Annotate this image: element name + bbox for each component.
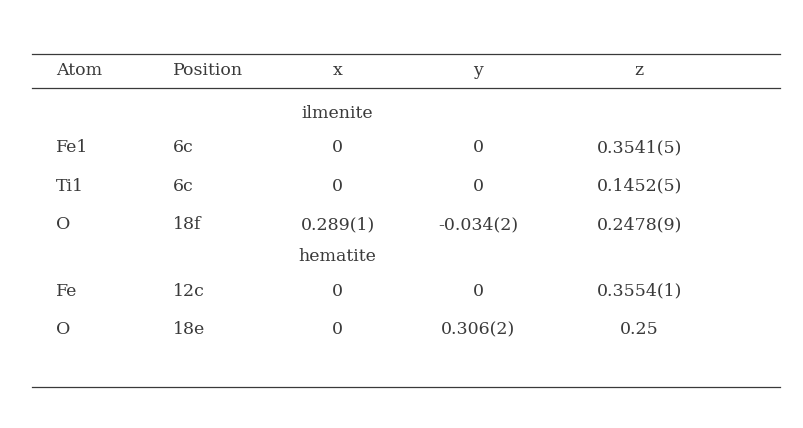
Text: 6c: 6c: [173, 139, 194, 156]
Text: 0: 0: [332, 139, 343, 156]
Text: 0.306(2): 0.306(2): [441, 321, 515, 338]
Text: 0: 0: [332, 282, 343, 300]
Text: Atom: Atom: [56, 62, 102, 79]
Text: 18f: 18f: [173, 216, 201, 233]
Text: z: z: [634, 62, 643, 79]
Text: 0.289(1): 0.289(1): [300, 216, 374, 233]
Text: 0.1452(5): 0.1452(5): [596, 178, 681, 195]
Text: y: y: [473, 62, 483, 79]
Text: Fe: Fe: [56, 282, 78, 300]
Text: -0.034(2): -0.034(2): [438, 216, 518, 233]
Text: 0: 0: [472, 282, 483, 300]
Text: Fe1: Fe1: [56, 139, 88, 156]
Text: 0.25: 0.25: [619, 321, 658, 338]
Text: hematite: hematite: [299, 248, 376, 265]
Text: Ti1: Ti1: [56, 178, 84, 195]
Text: Position: Position: [173, 62, 243, 79]
Text: 18e: 18e: [173, 321, 205, 338]
Text: 6c: 6c: [173, 178, 194, 195]
Text: x: x: [332, 62, 342, 79]
Text: O: O: [56, 216, 71, 233]
Text: 0: 0: [332, 321, 343, 338]
Text: 0: 0: [472, 139, 483, 156]
Text: 0.2478(9): 0.2478(9): [596, 216, 681, 233]
Text: 0.3554(1): 0.3554(1): [596, 282, 681, 300]
Text: O: O: [56, 321, 71, 338]
Text: 0.3541(5): 0.3541(5): [596, 139, 681, 156]
Text: ilmenite: ilmenite: [301, 105, 373, 122]
Text: 12c: 12c: [173, 282, 205, 300]
Text: 0: 0: [332, 178, 343, 195]
Text: 0: 0: [472, 178, 483, 195]
